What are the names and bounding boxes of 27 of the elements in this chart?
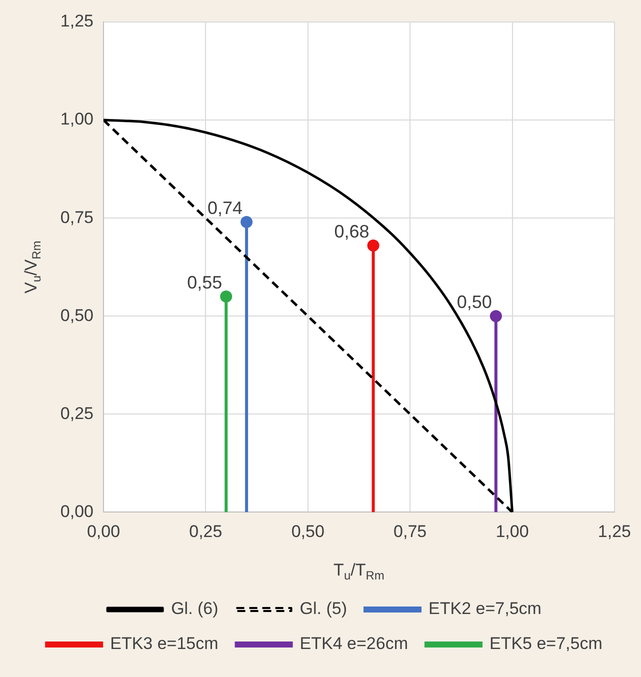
y-axis-title: Vu/VRm [22,240,44,294]
legend-label: ETK5 e=7,5cm [489,634,602,654]
point [240,216,253,228]
x-tick-label: 0,50 [291,522,324,542]
y-tick-label: 0,75 [60,208,94,227]
y-tick-label: 1,25 [60,12,94,31]
point [490,310,502,322]
x-tick-label: 0,75 [394,522,427,542]
y-tick-label: 1,00 [60,110,94,129]
x-tick-label: 1,00 [496,522,529,542]
data-label: 0,68 [334,222,370,242]
y-tick-label: 0,50 [60,306,94,325]
data-label: 0,74 [208,198,243,218]
y-tick-label: 0,25 [60,404,94,423]
data-label: 0,55 [187,272,222,292]
legend-label: ETK2 e=7,5cm [428,599,542,618]
y-tick-label: 0,00 [60,502,94,521]
point [220,290,232,303]
x-tick-label: 1,25 [598,522,632,542]
legend-label: Gl. (5) [300,599,348,618]
x-tick-label: 0,25 [189,522,222,542]
x-tick-label: 0,00 [86,522,120,542]
legend-label: Gl. (6) [171,599,218,618]
data-label: 0,50 [456,292,492,312]
legend-label: ETK4 e=26cm [300,634,408,654]
point [367,240,380,252]
legend-label: ETK3 e=15cm [110,634,218,654]
